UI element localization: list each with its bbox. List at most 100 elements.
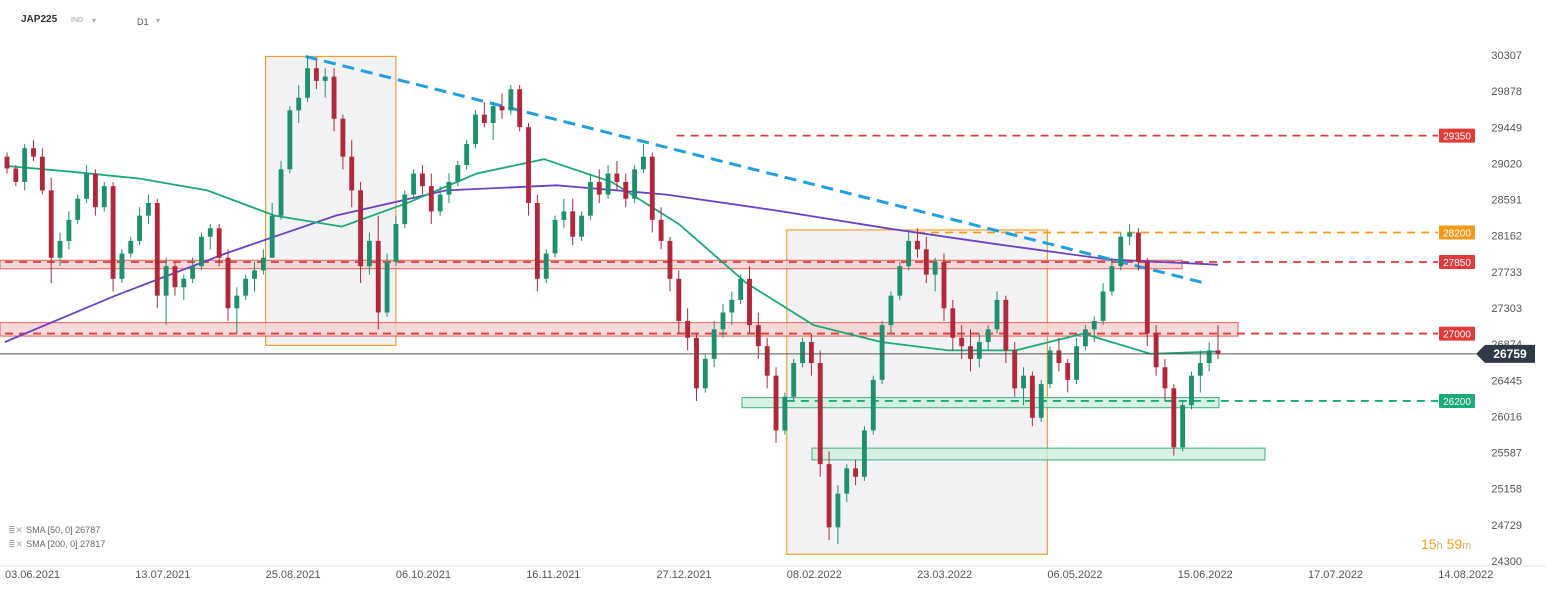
candle-body xyxy=(1127,232,1133,237)
candle-body xyxy=(322,76,328,81)
candle-body xyxy=(888,295,894,326)
candle-body xyxy=(1171,388,1177,448)
candle-body xyxy=(22,148,28,182)
candle-body xyxy=(826,464,832,528)
candle-body xyxy=(269,215,275,258)
candle-body xyxy=(1118,236,1124,267)
y-tick-label: 25158 xyxy=(1491,484,1522,496)
settings-icon[interactable]: ≣✕ xyxy=(8,539,24,549)
x-tick-label: 08.02.2022 xyxy=(787,569,842,581)
candle-body xyxy=(587,181,593,216)
y-tick-label: 24729 xyxy=(1491,520,1522,532)
candle-body xyxy=(1162,367,1168,389)
x-tick-label: 15.06.2022 xyxy=(1178,569,1233,581)
chevron-down-icon[interactable]: ▾ xyxy=(92,16,97,25)
sma200-legend[interactable]: ≣✕ SMA [200, 0] 27817 xyxy=(8,539,105,550)
candle-body xyxy=(481,114,487,123)
candle-body xyxy=(543,253,549,279)
candle-body xyxy=(101,186,107,208)
x-tick-label: 06.10.2021 xyxy=(396,569,451,581)
candle-body xyxy=(552,219,558,254)
candle-body xyxy=(84,173,89,199)
candle-body xyxy=(596,181,602,195)
candle-body xyxy=(1109,266,1115,292)
candle-body xyxy=(773,375,779,431)
candle-body xyxy=(331,76,337,119)
candle-body xyxy=(853,468,859,477)
highlight-period xyxy=(265,55,397,346)
candle-body xyxy=(1047,350,1053,385)
sma-label: SMA xyxy=(26,525,46,535)
candle-body xyxy=(1082,329,1088,347)
timeframe-selector[interactable]: D1 xyxy=(137,17,149,27)
timer-minutes-unit: m xyxy=(1462,540,1472,552)
candle-body xyxy=(181,278,187,288)
candle-body xyxy=(870,379,876,431)
x-tick-label: 17.07.2022 xyxy=(1308,569,1363,581)
candle-body xyxy=(455,165,461,182)
candle-body xyxy=(729,299,735,313)
candle-body xyxy=(570,211,576,237)
candle-body xyxy=(260,257,266,271)
chevron-down-icon[interactable]: ▾ xyxy=(156,16,161,25)
highlight-period xyxy=(786,229,1048,555)
current-price-label: 26759 xyxy=(1493,347,1527,361)
candle-body xyxy=(605,173,611,195)
candle-body xyxy=(941,261,947,309)
candle-body xyxy=(641,156,646,170)
candle-body xyxy=(817,363,823,465)
candle-body xyxy=(844,468,850,494)
candle-body xyxy=(614,173,620,182)
candle-body xyxy=(632,169,638,199)
candle-body xyxy=(906,240,912,267)
candle-body xyxy=(375,240,381,313)
candle-body xyxy=(711,329,717,359)
candle-body xyxy=(225,257,231,309)
candle-body xyxy=(994,299,1000,330)
candle-body xyxy=(464,144,470,166)
candle-body xyxy=(764,346,770,376)
candle-body xyxy=(366,240,372,267)
candle-body xyxy=(968,346,973,359)
candle-body xyxy=(508,89,514,111)
candle-body xyxy=(1021,375,1026,389)
candle-body xyxy=(1153,333,1159,368)
candle-body xyxy=(154,203,160,296)
support-zone xyxy=(741,397,1220,409)
candle-body xyxy=(1012,350,1018,389)
candle-body xyxy=(66,219,72,241)
candle-body xyxy=(128,240,134,254)
candle-body xyxy=(411,173,417,195)
candle-body xyxy=(216,228,222,258)
candle-body xyxy=(517,89,523,128)
candle-body xyxy=(1065,363,1071,380)
candle-body xyxy=(384,261,390,313)
candle-body xyxy=(13,168,19,182)
candle-body xyxy=(190,266,196,279)
candle-body xyxy=(199,236,204,267)
candle-body xyxy=(110,186,116,279)
candle-body xyxy=(861,430,867,477)
candle-body xyxy=(1206,350,1212,364)
timer-minutes: 59 xyxy=(1446,536,1463,552)
level-label: 28200 xyxy=(1443,228,1471,239)
candle-body xyxy=(48,190,54,258)
candle-body xyxy=(499,106,505,111)
candle-body xyxy=(985,329,991,342)
y-tick-label: 29878 xyxy=(1491,86,1522,98)
candle-body xyxy=(31,148,36,157)
y-tick-label: 27303 xyxy=(1491,303,1522,315)
candle-body xyxy=(1029,375,1035,418)
settings-icon[interactable]: ≣✕ xyxy=(8,525,24,535)
candle-body xyxy=(137,215,143,241)
timer-hours: 15 xyxy=(1421,536,1437,552)
x-tick-label: 27.12.2021 xyxy=(657,569,712,581)
symbol-label[interactable]: JAP225 xyxy=(21,14,58,25)
sma50-legend[interactable]: ≣✕ SMA [50, 0] 26787 xyxy=(8,525,100,536)
x-tick-label: 13.07.2021 xyxy=(135,569,190,581)
candle-body xyxy=(428,186,434,212)
sma-label: SMA xyxy=(26,539,46,549)
candle-body xyxy=(1074,346,1080,380)
x-tick-label: 14.08.2022 xyxy=(1438,569,1493,581)
